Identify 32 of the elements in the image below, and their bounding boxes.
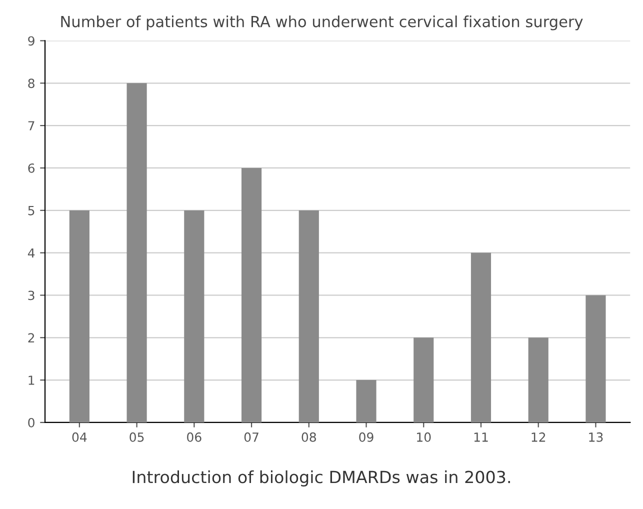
chart-title: Number of patients with RA who underwent cervical fixation surgery xyxy=(61,16,583,30)
text: Introduction of biologic DMARDs was in 2003. xyxy=(132,470,510,487)
y-tick-label: 7 xyxy=(28,121,34,130)
y-tick-label: 4 xyxy=(28,248,35,258)
bar xyxy=(470,252,492,422)
x-tick-label: 10 xyxy=(417,432,431,442)
bar xyxy=(298,210,319,422)
x-tick-label: 08 xyxy=(302,432,316,442)
x-tick-label: 09 xyxy=(359,432,374,442)
x-tick-label: 12 xyxy=(532,432,546,442)
bar xyxy=(241,168,262,422)
y-tick-label: 1 xyxy=(28,376,34,385)
bar xyxy=(126,83,147,422)
y-tick-label: 2 xyxy=(28,333,34,342)
y-tick-label: 0 xyxy=(28,418,34,428)
y-tick-label: 3 xyxy=(28,290,34,300)
bar xyxy=(356,380,376,422)
x-tick-label: 13 xyxy=(589,432,603,442)
x-tick-label: 04 xyxy=(72,432,87,442)
bar xyxy=(69,210,90,422)
x-tick-label: 06 xyxy=(187,432,202,442)
y-tick-label: 6 xyxy=(28,163,34,173)
y-tick-label: 9 xyxy=(28,36,34,46)
bar xyxy=(414,338,434,422)
y-tick-label: 8 xyxy=(28,78,34,88)
bar xyxy=(586,295,606,422)
x-tick-label: 07 xyxy=(244,432,258,442)
bar xyxy=(184,210,204,422)
y-tick-label: 5 xyxy=(28,206,34,216)
x-tick-label: 05 xyxy=(130,432,144,442)
bar xyxy=(528,338,548,422)
x-tick-label: 11 xyxy=(474,432,488,442)
